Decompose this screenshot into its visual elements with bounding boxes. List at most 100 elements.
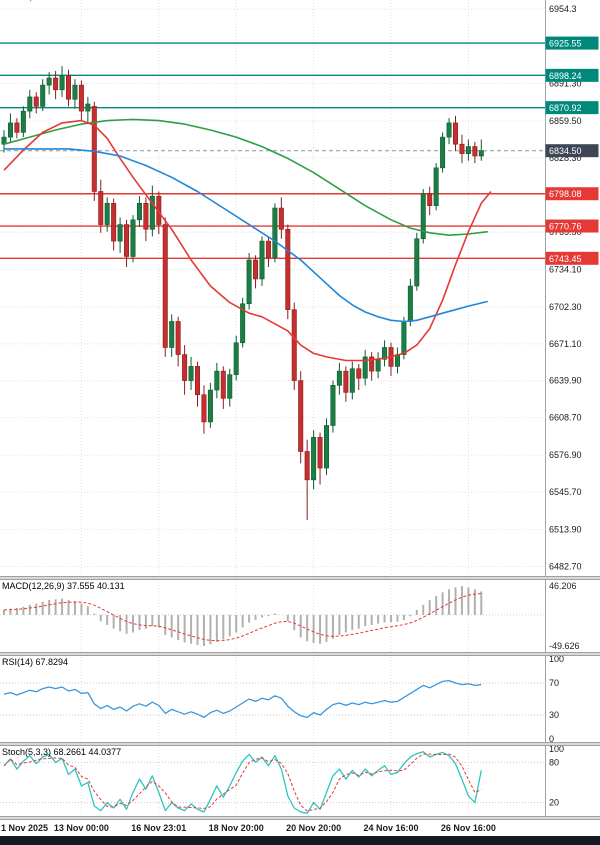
- time-axis-label: 18 Nov 20:00: [209, 823, 264, 833]
- candle-bearish: [14, 122, 20, 133]
- candle-bearish: [33, 96, 39, 107]
- stoch-indicator-label: Stoch(5,3,3) 68.2661 44.0377: [2, 747, 122, 757]
- panel-separators: [0, 576, 600, 820]
- candle-bullish: [59, 75, 65, 91]
- candle-bullish: [240, 303, 246, 344]
- candle-bearish: [143, 202, 149, 230]
- price-badge-resistance: [545, 36, 599, 50]
- candle-bearish: [111, 202, 117, 242]
- price-badge-label: 6770.76: [549, 222, 582, 232]
- candle-bearish: [291, 309, 297, 381]
- rsi-panel: [0, 679, 545, 719]
- moving-averages-layer: [3, 118, 492, 362]
- price-axis-tick: 6734.10: [549, 264, 582, 274]
- candle-bearish: [253, 259, 259, 280]
- price-axis-tick: 6545.70: [549, 487, 582, 497]
- right-price-axis: 6954.36891.306859.506828.306765.506734.1…: [545, 0, 600, 845]
- candle-bullish: [104, 202, 110, 225]
- candle-bearish: [343, 370, 349, 393]
- candle-bearish: [298, 380, 304, 452]
- price-badge-resistance: [545, 101, 599, 115]
- price-badge-label: 6870.92: [549, 103, 582, 113]
- time-axis-label: 26 Nov 16:00: [441, 823, 496, 833]
- macd-panel: [0, 586, 545, 646]
- grid-layer: [0, 0, 545, 819]
- candle-bullish: [7, 122, 13, 138]
- price-badge-label: 6834.50: [549, 146, 582, 156]
- time-axis-label: 24 Nov 16:00: [363, 823, 418, 833]
- price-axis-tick: 6482.70: [549, 561, 582, 571]
- ma-slow-green: [3, 118, 488, 236]
- candle-bullish: [330, 385, 336, 426]
- candle-bullish: [207, 389, 213, 423]
- price-badge-label: 6743.45: [549, 254, 582, 264]
- candle-bearish: [91, 106, 97, 192]
- rsi-axis-tick: 100: [549, 654, 564, 664]
- stoch-k-line: [3, 751, 482, 814]
- candle-bullish: [233, 342, 239, 375]
- time-axis-label: 16 Nov 23:01: [131, 823, 186, 833]
- candle-bullish: [85, 103, 91, 112]
- candle-bullish: [27, 96, 33, 112]
- candle-bullish: [46, 77, 52, 86]
- candle-bullish: [465, 146, 471, 154]
- stoch-axis-tick: 20: [549, 798, 559, 808]
- candle-bullish: [478, 150, 484, 157]
- rsi-axis-tick: 70: [549, 678, 559, 688]
- candle-bullish: [169, 321, 175, 348]
- time-axis-label: 20 Nov 20:00: [286, 823, 341, 833]
- candle-bearish: [369, 356, 375, 372]
- price-badges-layer: 6925.55 6898.24 6870.92 6834.50 6798.08 6770.…: [545, 36, 599, 265]
- candle-bearish: [427, 193, 433, 206]
- candle-bearish: [201, 394, 207, 423]
- candle-bullish: [349, 368, 355, 393]
- price-badge-support: [545, 219, 599, 233]
- macd-signal-line: [3, 593, 482, 642]
- bottom-window-bar: [0, 836, 600, 845]
- price-axis-tick: 6891.30: [549, 79, 582, 89]
- price-badge-support: [545, 187, 599, 201]
- candle-bullish: [375, 359, 381, 372]
- candle-bullish: [323, 425, 329, 469]
- stoch-axis-tick: 100: [549, 744, 564, 754]
- price-axis-tick: 6671.10: [549, 339, 582, 349]
- symbol-ohlc-readout: US500,H4 6836.50 6838.75 6828.25 6834.50: [2, 0, 184, 2]
- candle-bullish: [130, 219, 136, 257]
- price-badge-label: 6798.08: [549, 189, 582, 199]
- candle-bullish: [433, 167, 439, 206]
- ma-mid-red: [3, 119, 492, 362]
- candle-bullish: [382, 347, 388, 360]
- candle-bullish: [394, 354, 400, 367]
- price-axis-tick: 6702.30: [549, 302, 582, 312]
- time-axis-label: 13 Nov 00:00: [54, 823, 109, 833]
- candle-bearish: [285, 228, 291, 310]
- candle-bullish: [311, 437, 317, 481]
- candle-bearish: [78, 84, 84, 112]
- candle-bearish: [124, 224, 130, 257]
- candle-bearish: [472, 146, 478, 157]
- candle-bullish: [72, 84, 78, 100]
- candle-bearish: [175, 321, 181, 355]
- candle-bullish: [272, 207, 278, 258]
- price-axis-tick: 6954.3: [549, 4, 577, 14]
- candle-bearish: [220, 370, 226, 399]
- stoch-panel: [0, 751, 545, 814]
- candle-bullish: [440, 136, 446, 169]
- bottom-bar-layer: [0, 836, 600, 845]
- candle-bearish: [53, 77, 59, 91]
- rsi-axis-tick: 30: [549, 710, 559, 720]
- candle-bullish: [188, 366, 194, 381]
- candle-bearish: [66, 75, 72, 100]
- price-axis-tick: 6608.70: [549, 413, 582, 423]
- macd-indicator-label: MACD(12,26,9) 37.555 40.131: [2, 581, 125, 591]
- price-axis-tick: 6576.90: [549, 450, 582, 460]
- price-badge-label: 6925.55: [549, 39, 582, 49]
- rsi-line: [3, 679, 482, 719]
- price-axis-tick: 6828.30: [549, 153, 582, 163]
- price-axis-tick: 6859.50: [549, 116, 582, 126]
- candle-bullish: [227, 374, 233, 399]
- candle-bullish: [117, 224, 123, 242]
- price-axis-tick: 6639.90: [549, 376, 582, 386]
